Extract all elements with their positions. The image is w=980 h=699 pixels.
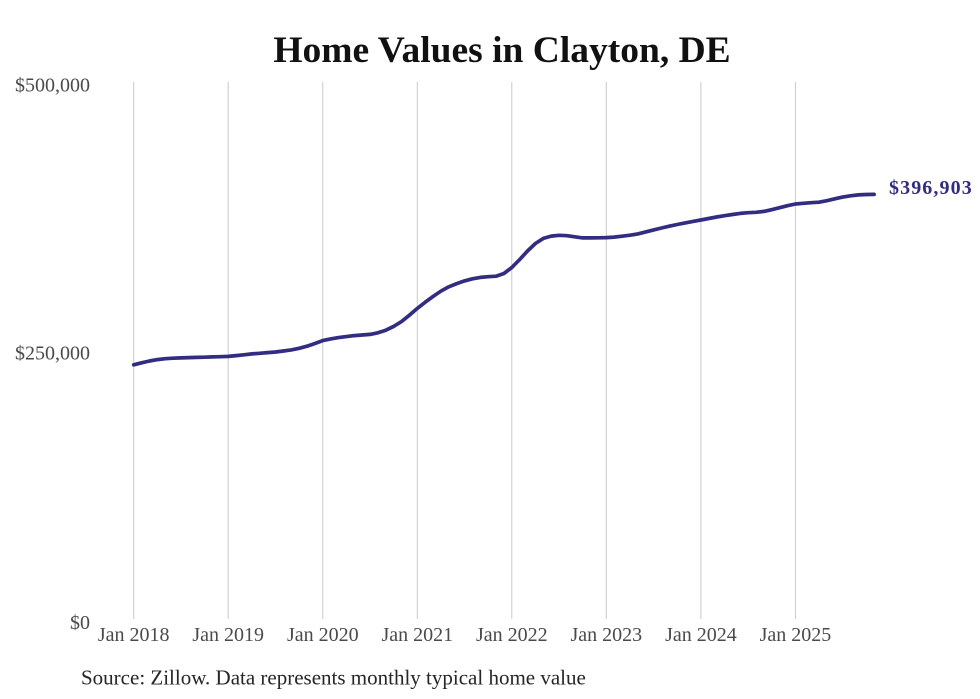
svg-text:Jan 2024: Jan 2024	[665, 624, 737, 646]
svg-text:Source: Zillow. Data represent: Source: Zillow. Data represents monthly …	[81, 666, 586, 690]
svg-text:Jan 2019: Jan 2019	[192, 624, 264, 646]
svg-text:$0: $0	[70, 612, 90, 634]
svg-text:$250,000: $250,000	[15, 342, 90, 364]
svg-text:Jan 2021: Jan 2021	[381, 624, 453, 646]
svg-text:$500,000: $500,000	[15, 74, 90, 96]
svg-text:Jan 2025: Jan 2025	[760, 624, 832, 646]
svg-text:Jan 2020: Jan 2020	[287, 624, 359, 646]
svg-text:Jan 2022: Jan 2022	[476, 624, 548, 646]
svg-text:Jan 2023: Jan 2023	[570, 624, 642, 646]
svg-text:Jan 2018: Jan 2018	[98, 624, 170, 646]
svg-text:$396,903: $396,903	[889, 177, 973, 199]
svg-text:Home Values in Clayton, DE: Home Values in Clayton, DE	[273, 30, 730, 71]
